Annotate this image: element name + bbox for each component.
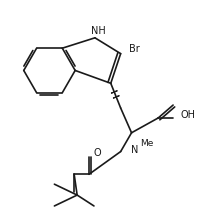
Text: Me: Me xyxy=(140,139,154,148)
Text: NH: NH xyxy=(91,26,105,36)
Text: Br: Br xyxy=(129,44,140,54)
Text: OH: OH xyxy=(181,110,196,120)
Text: O: O xyxy=(94,148,101,157)
Text: N: N xyxy=(131,145,138,155)
